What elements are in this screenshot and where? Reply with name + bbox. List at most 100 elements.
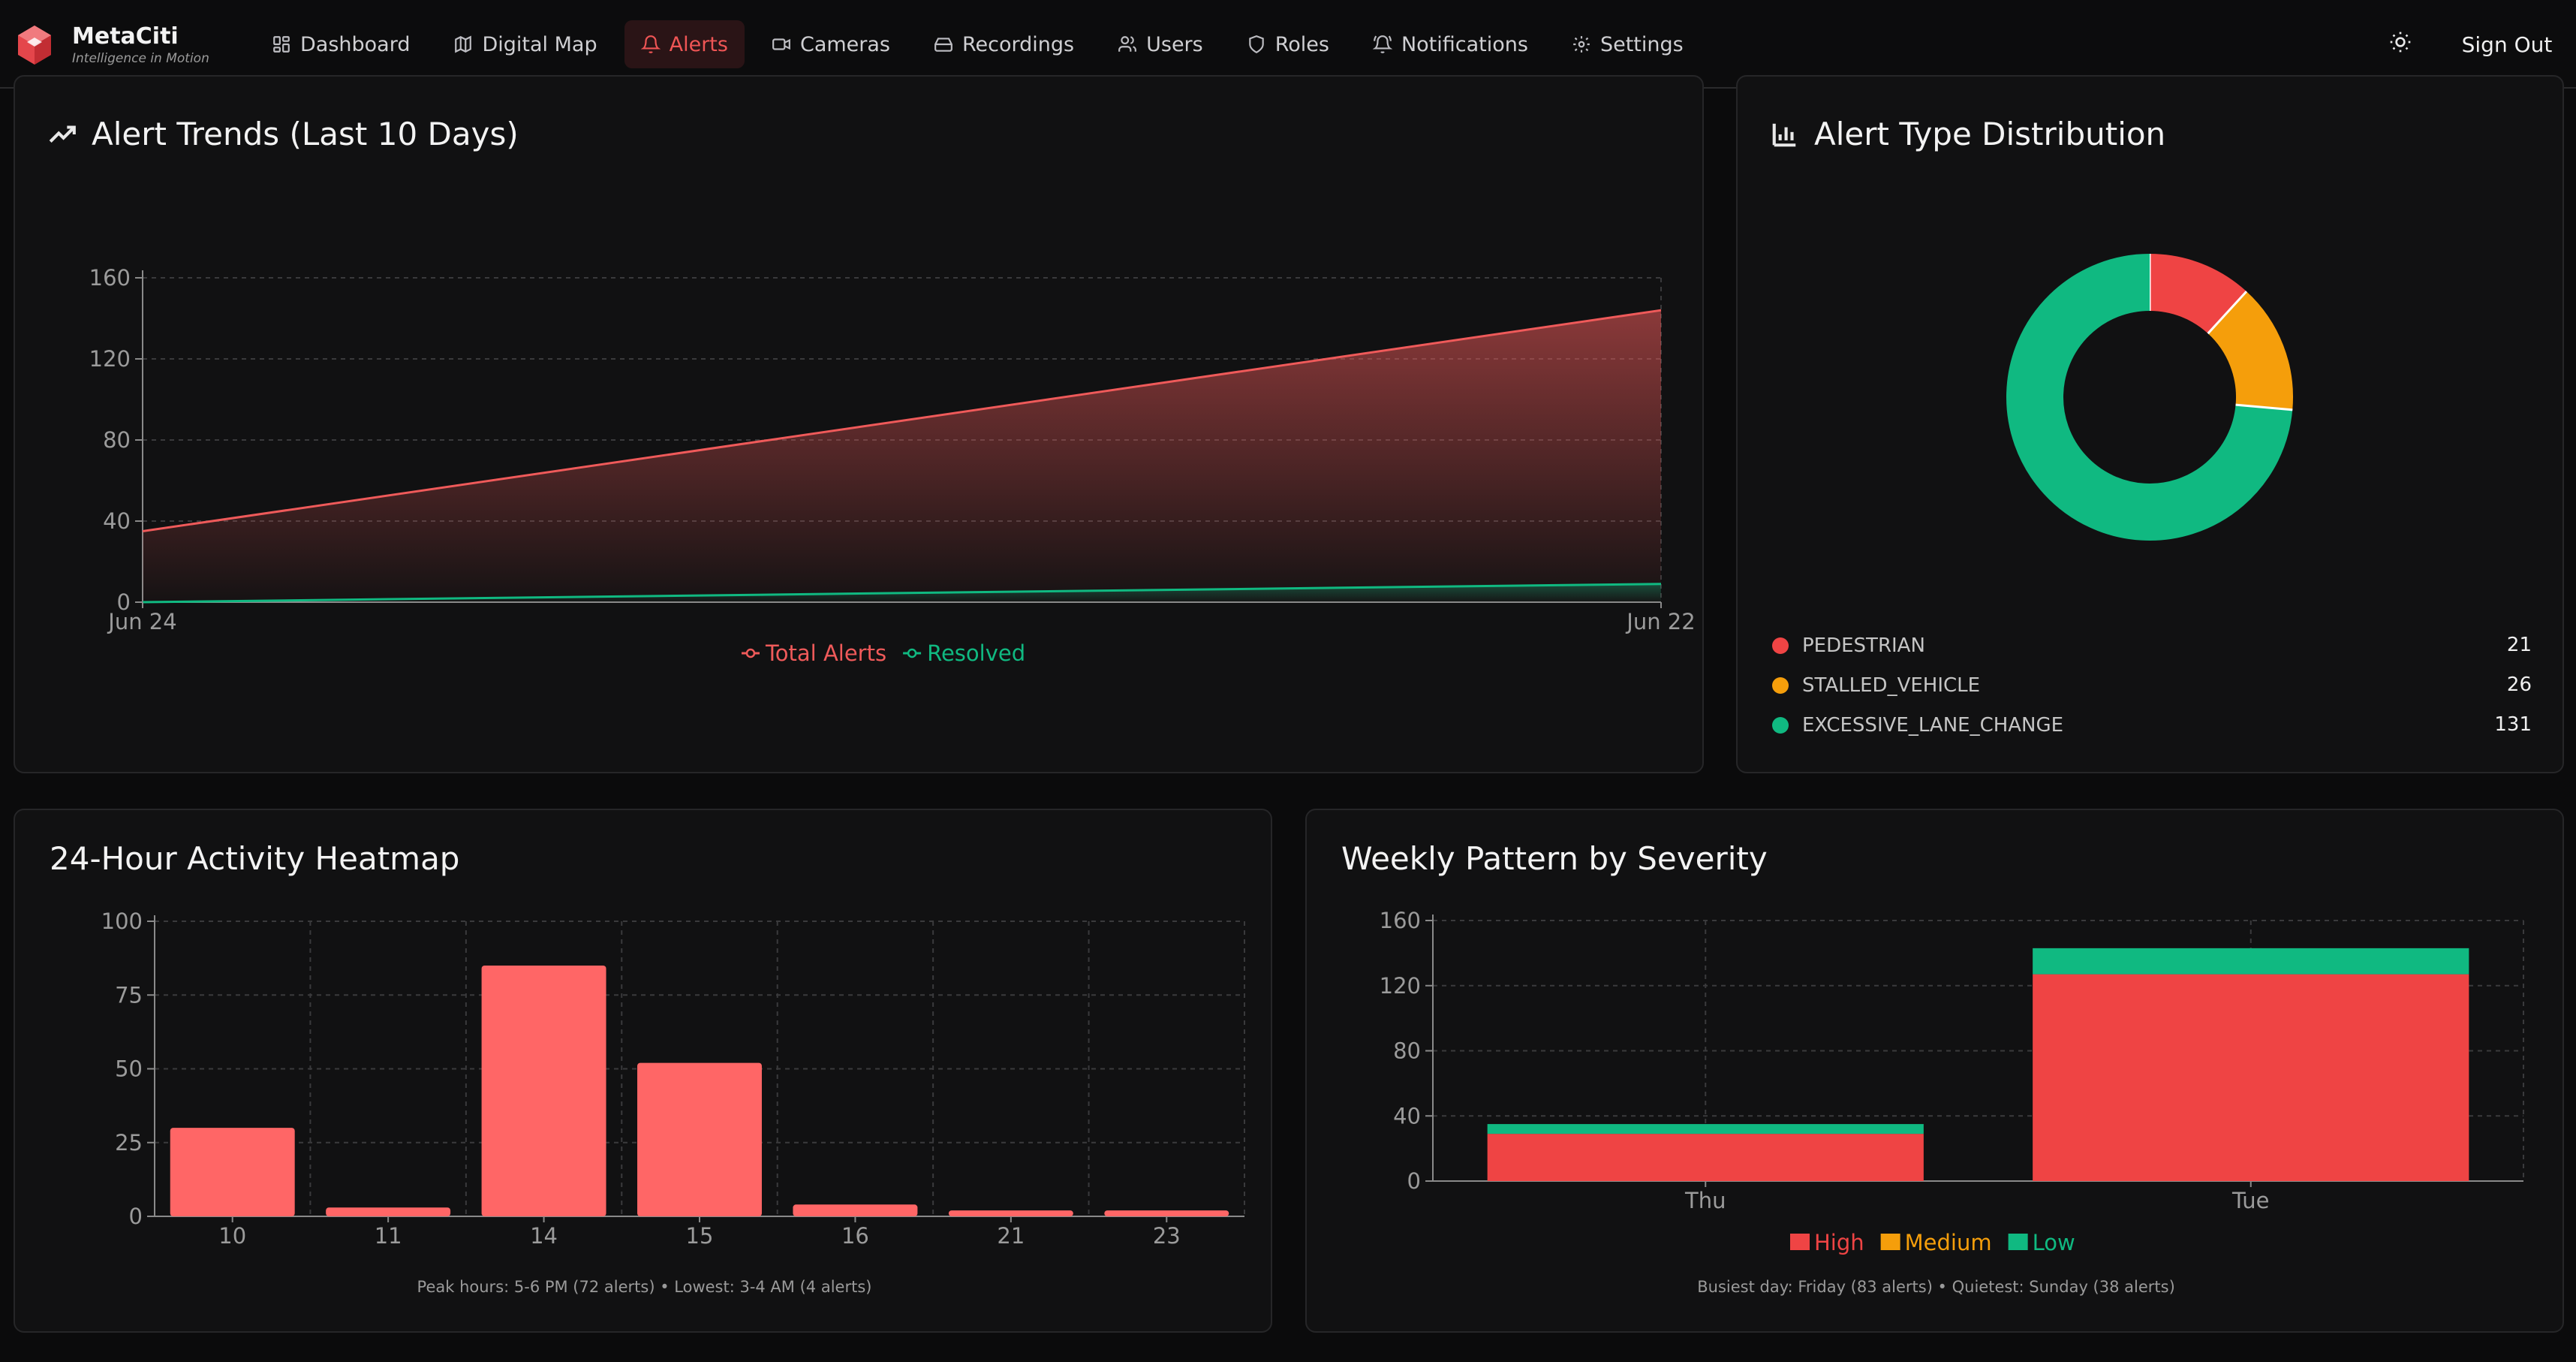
gear-icon	[1573, 36, 1590, 53]
legend-label: EXCESSIVE_LANE_CHANGE	[1802, 714, 2064, 737]
alert-trends-chart: 0 40 80 120 160 Jun 24 Jun 22 Total Alerts Resol…	[89, 265, 1696, 666]
video-icon	[772, 38, 790, 50]
bar-hour-15	[637, 1062, 762, 1216]
nav-digital-map[interactable]: Digital Map	[437, 20, 613, 68]
legend-label: PEDESTRIAN	[1802, 634, 1925, 657]
y-tick-label: 0	[117, 589, 131, 615]
legend-label: Total Alerts	[765, 640, 886, 666]
nav-alerts[interactable]: Alerts	[624, 20, 745, 68]
legend-label: STALLED_VEHICLE	[1802, 674, 1981, 697]
alert-type-distribution-title: Alert Type Distribution	[1771, 116, 2165, 152]
bar-tue-low	[2033, 948, 2469, 975]
donut-slice-separator	[2235, 403, 2293, 411]
bell-ring-icon	[1372, 35, 1392, 53]
legend-color-dot	[1772, 637, 1789, 654]
nav-notifications[interactable]: Notifications	[1356, 20, 1545, 68]
legend-count: 131	[2494, 713, 2532, 736]
legend-item-pedestrian[interactable]: PEDESTRIAN	[1772, 632, 1925, 659]
activity-heatmap-panel: 24-Hour Activity Heatmap 0 25 50 75 100 10 11 1…	[14, 809, 1272, 1333]
y-tick-label: 75	[115, 982, 143, 1008]
legend-count: 26	[2506, 673, 2532, 696]
weekly-footnote: Busiest day: Friday (83 alerts) • Quiete…	[1697, 1278, 2175, 1296]
legend-label: Medium	[1905, 1230, 1992, 1255]
bar-hour-14	[481, 965, 606, 1216]
x-tick-label: 21	[997, 1223, 1025, 1249]
legend-color-dot	[1772, 677, 1789, 694]
y-tick-label: 0	[129, 1204, 143, 1229]
brand[interactable]: MetaCiti Intelligence in Motion	[17, 20, 209, 71]
activity-heatmap-chart: 0 25 50 75 100 10 11 14 15 16 21 23	[101, 909, 1245, 1249]
bar-thu-high	[1487, 1134, 1924, 1181]
bar-chart-icon	[1772, 123, 1796, 146]
bell-icon	[640, 35, 661, 53]
alert-trends-title: Alert Trends (Last 10 Days)	[48, 116, 519, 152]
x-tick-label: 15	[686, 1223, 714, 1249]
nav-settings[interactable]: Settings	[1555, 20, 1700, 68]
y-tick-label: 40	[1393, 1103, 1421, 1128]
nav-notifications-label: Notifications	[1401, 32, 1528, 56]
alert-type-donut-chart	[2006, 254, 2293, 541]
x-tick-label: 16	[841, 1223, 869, 1249]
bar-tue-high	[2033, 974, 2469, 1181]
x-tick-label: Jun 24	[107, 609, 176, 634]
legend-swatch-high	[1790, 1234, 1810, 1250]
bar-hour-11	[326, 1207, 451, 1216]
nav-settings-label: Settings	[1599, 32, 1684, 56]
users-icon	[1118, 36, 1137, 52]
nav-cameras-label: Cameras	[799, 32, 890, 56]
x-tick-label: 23	[1153, 1223, 1181, 1249]
nav-recordings[interactable]: Recordings	[917, 20, 1091, 68]
series-line-total-alerts	[142, 309, 1662, 532]
nav-roles-label: Roles	[1274, 32, 1329, 56]
weekly-pattern-title: Weekly Pattern by Severity	[1341, 840, 1768, 877]
donut-slice-stalled-vehicle	[2207, 291, 2293, 410]
y-tick-label: 25	[115, 1130, 143, 1156]
y-tick-label: 160	[89, 265, 131, 291]
y-tick-label: 100	[101, 909, 143, 934]
hard-drive-icon	[934, 38, 952, 52]
legend-label: Low	[2033, 1230, 2075, 1255]
x-tick-label: 10	[218, 1223, 246, 1249]
legend-label: High	[1814, 1230, 1864, 1255]
top-navigation-bar: MetaCiti Intelligence in Motion Dashboar…	[0, 0, 2576, 89]
legend-item-stalled-vehicle[interactable]: STALLED_VEHICLE	[1772, 672, 1980, 699]
nav-alerts-label: Alerts	[669, 32, 728, 56]
legend-marker	[907, 648, 917, 658]
nav-users[interactable]: Users	[1101, 20, 1220, 68]
nav-cameras[interactable]: Cameras	[755, 20, 907, 68]
sign-out-button[interactable]: Sign Out	[2461, 32, 2553, 57]
weekly-pattern-panel: Weekly Pattern by Severity 0 40 80 120 160 Th…	[1305, 809, 2564, 1333]
legend-label: Resolved	[927, 640, 1025, 666]
donut-slice-separator	[2207, 291, 2248, 335]
series-line-resolved	[142, 583, 1662, 604]
y-tick-label: 160	[1380, 908, 1421, 933]
y-tick-label: 80	[1393, 1038, 1421, 1064]
series-area-total-alerts	[143, 310, 1661, 602]
x-tick-label: Thu	[1684, 1188, 1726, 1213]
legend-item-excessive-lane-change[interactable]: EXCESSIVE_LANE_CHANGE	[1772, 712, 2063, 739]
nav-roles[interactable]: Roles	[1230, 20, 1346, 68]
nav-digital-map-label: Digital Map	[482, 32, 597, 56]
legend-marker	[745, 648, 756, 658]
app-tagline: Intelligence in Motion	[72, 51, 209, 66]
legend-swatch-low	[2008, 1234, 2028, 1250]
alert-trends-panel: Alert Trends (Last 10 Days) 0 40 80 120 160 J…	[14, 75, 1704, 773]
x-tick-label: 11	[375, 1223, 402, 1249]
nav-dashboard-label: Dashboard	[300, 32, 411, 56]
bar-hour-21	[948, 1210, 1073, 1216]
shield-icon	[1248, 35, 1264, 54]
nav-dashboard[interactable]: Dashboard	[255, 20, 426, 68]
bar-thu-low	[1487, 1124, 1924, 1134]
y-tick-label: 50	[115, 1056, 143, 1082]
dashboard-icon	[273, 36, 290, 53]
trending-up-icon	[49, 125, 76, 143]
main-nav: Dashboard Digital Map Alerts Cameras Rec…	[255, 20, 1700, 68]
activity-heatmap-title: 24-Hour Activity Heatmap	[50, 840, 460, 877]
nav-recordings-label: Recordings	[962, 32, 1075, 56]
y-tick-label: 120	[1380, 973, 1421, 999]
y-tick-label: 40	[103, 508, 131, 534]
bar-hour-16	[793, 1204, 918, 1216]
alert-trends-title-text: Alert Trends (Last 10 Days)	[92, 116, 519, 152]
donut-slice-excessive-lane-change	[2006, 254, 2293, 541]
theme-toggle-button[interactable]	[2388, 30, 2418, 60]
